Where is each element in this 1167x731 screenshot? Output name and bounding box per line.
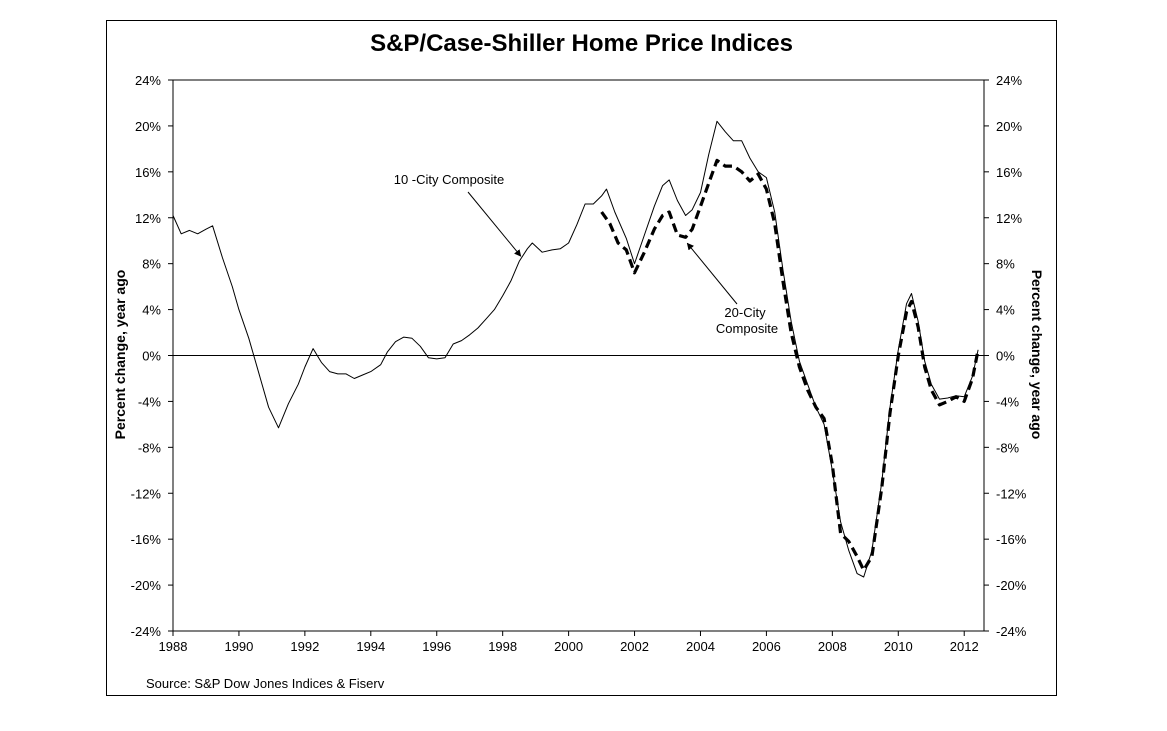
x-tick-label: 2000 xyxy=(554,639,583,654)
x-tick-label: 2002 xyxy=(620,639,649,654)
x-tick-label: 1994 xyxy=(356,639,385,654)
x-tick-label: 1990 xyxy=(224,639,253,654)
y-tick-label-left: -20% xyxy=(131,578,162,593)
annotation-20-city-line2: Composite xyxy=(716,321,778,336)
y-tick-label-left: 24% xyxy=(135,73,161,88)
y-tick-label-right: -20% xyxy=(996,578,1027,593)
annotation-20-city-line1: 20-City xyxy=(724,305,766,320)
chart-title: S&P/Case-Shiller Home Price Indices xyxy=(370,30,793,57)
y-tick-label-left: 0% xyxy=(142,349,161,364)
x-tick-label: 1996 xyxy=(422,639,451,654)
y-tick-label-right: 8% xyxy=(996,257,1015,272)
y-tick-label-left: -4% xyxy=(138,394,162,409)
y-tick-label-right: -4% xyxy=(996,394,1020,409)
annotation-arrow-20-city xyxy=(686,242,738,305)
x-tick-label: 2006 xyxy=(752,639,781,654)
y-tick-label-left: 20% xyxy=(135,119,161,134)
y-tick-label-left: 4% xyxy=(142,303,161,318)
x-tick-label: 2004 xyxy=(686,639,715,654)
x-tick-label: 2008 xyxy=(818,639,847,654)
y-tick-label-left: 8% xyxy=(142,257,161,272)
y-axis-title-right: Percent change, year ago xyxy=(1029,270,1045,440)
y-tick-label-right: 12% xyxy=(996,211,1022,226)
x-tick-label: 1992 xyxy=(290,639,319,654)
y-tick-label-right: -24% xyxy=(996,624,1027,639)
series-layer xyxy=(172,120,980,578)
x-tick-label: 1998 xyxy=(488,639,517,654)
x-tick-label: 2010 xyxy=(884,639,913,654)
series-line-20-city xyxy=(600,158,980,572)
x-tick-label: 2012 xyxy=(950,639,979,654)
x-tick-label: 1988 xyxy=(159,639,188,654)
y-axis-title-left: Percent change, year ago xyxy=(112,270,128,440)
y-tick-label-right: 16% xyxy=(996,165,1022,180)
chart-axes: 24% 24% 20% 20% 16% 16% 12% 12% 8% 8% 4% 4% 0% 0% -4% -… xyxy=(112,73,1045,654)
y-tick-label-left: -16% xyxy=(131,532,162,547)
y-tick-label-left: -8% xyxy=(138,440,162,455)
y-tick-label-left: -24% xyxy=(131,624,162,639)
y-tick-label-right: -8% xyxy=(996,440,1020,455)
annotation-10-city: 10 -City Composite xyxy=(394,172,505,187)
y-tick-label-right: 20% xyxy=(996,119,1022,134)
y-tick-label-right: -16% xyxy=(996,532,1027,547)
annotation-arrow-10-city xyxy=(467,191,522,257)
y-tick-label-left: -12% xyxy=(131,486,162,501)
y-tick-label-right: 4% xyxy=(996,303,1015,318)
y-tick-label-left: 12% xyxy=(135,211,161,226)
y-tick-label-right: -12% xyxy=(996,486,1027,501)
y-tick-label-right: 24% xyxy=(996,73,1022,88)
series-line-10-city xyxy=(172,120,979,578)
y-tick-label-right: 0% xyxy=(996,349,1015,364)
source-note: Source: S&P Dow Jones Indices & Fiserv xyxy=(146,676,385,691)
y-tick-label-left: 16% xyxy=(135,165,161,180)
